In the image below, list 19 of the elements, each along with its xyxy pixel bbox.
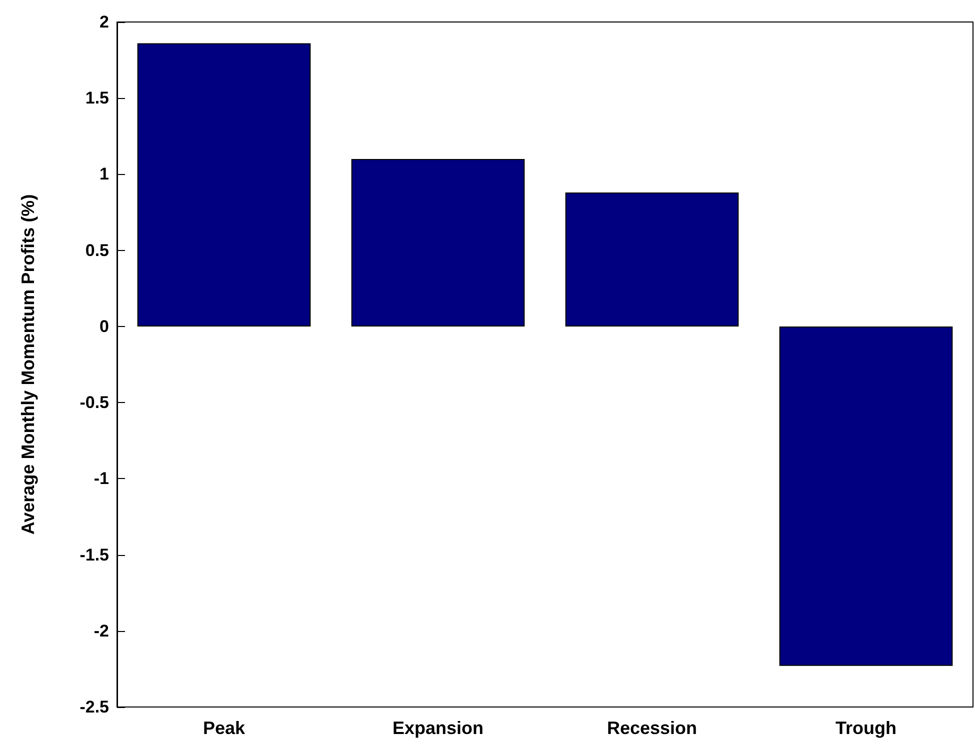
bar <box>351 159 525 326</box>
x-tick-label: Peak <box>202 718 246 738</box>
y-tick-label: 1.5 <box>85 88 109 108</box>
y-axis-title: Average Monthly Momentum Profits (%) <box>18 194 38 535</box>
x-tick-label: Expansion <box>392 718 484 738</box>
y-tick-label: -1 <box>94 469 109 488</box>
bar <box>137 43 311 326</box>
y-tick-label: -0.5 <box>80 393 109 412</box>
bar <box>779 326 953 666</box>
bar <box>565 192 739 326</box>
y-tick-label: -1.5 <box>80 545 109 564</box>
y-tick-label: -2.5 <box>80 698 109 716</box>
y-tick-label: -2 <box>94 621 109 640</box>
y-tick-label: 0 <box>100 316 109 336</box>
y-tick-label: 0.5 <box>85 240 109 260</box>
x-tick-label: Recession <box>606 718 698 738</box>
y-tick-label: 2 <box>100 12 109 32</box>
y-tick-label: 1 <box>100 164 109 184</box>
x-tick-label: Trough <box>836 718 896 738</box>
